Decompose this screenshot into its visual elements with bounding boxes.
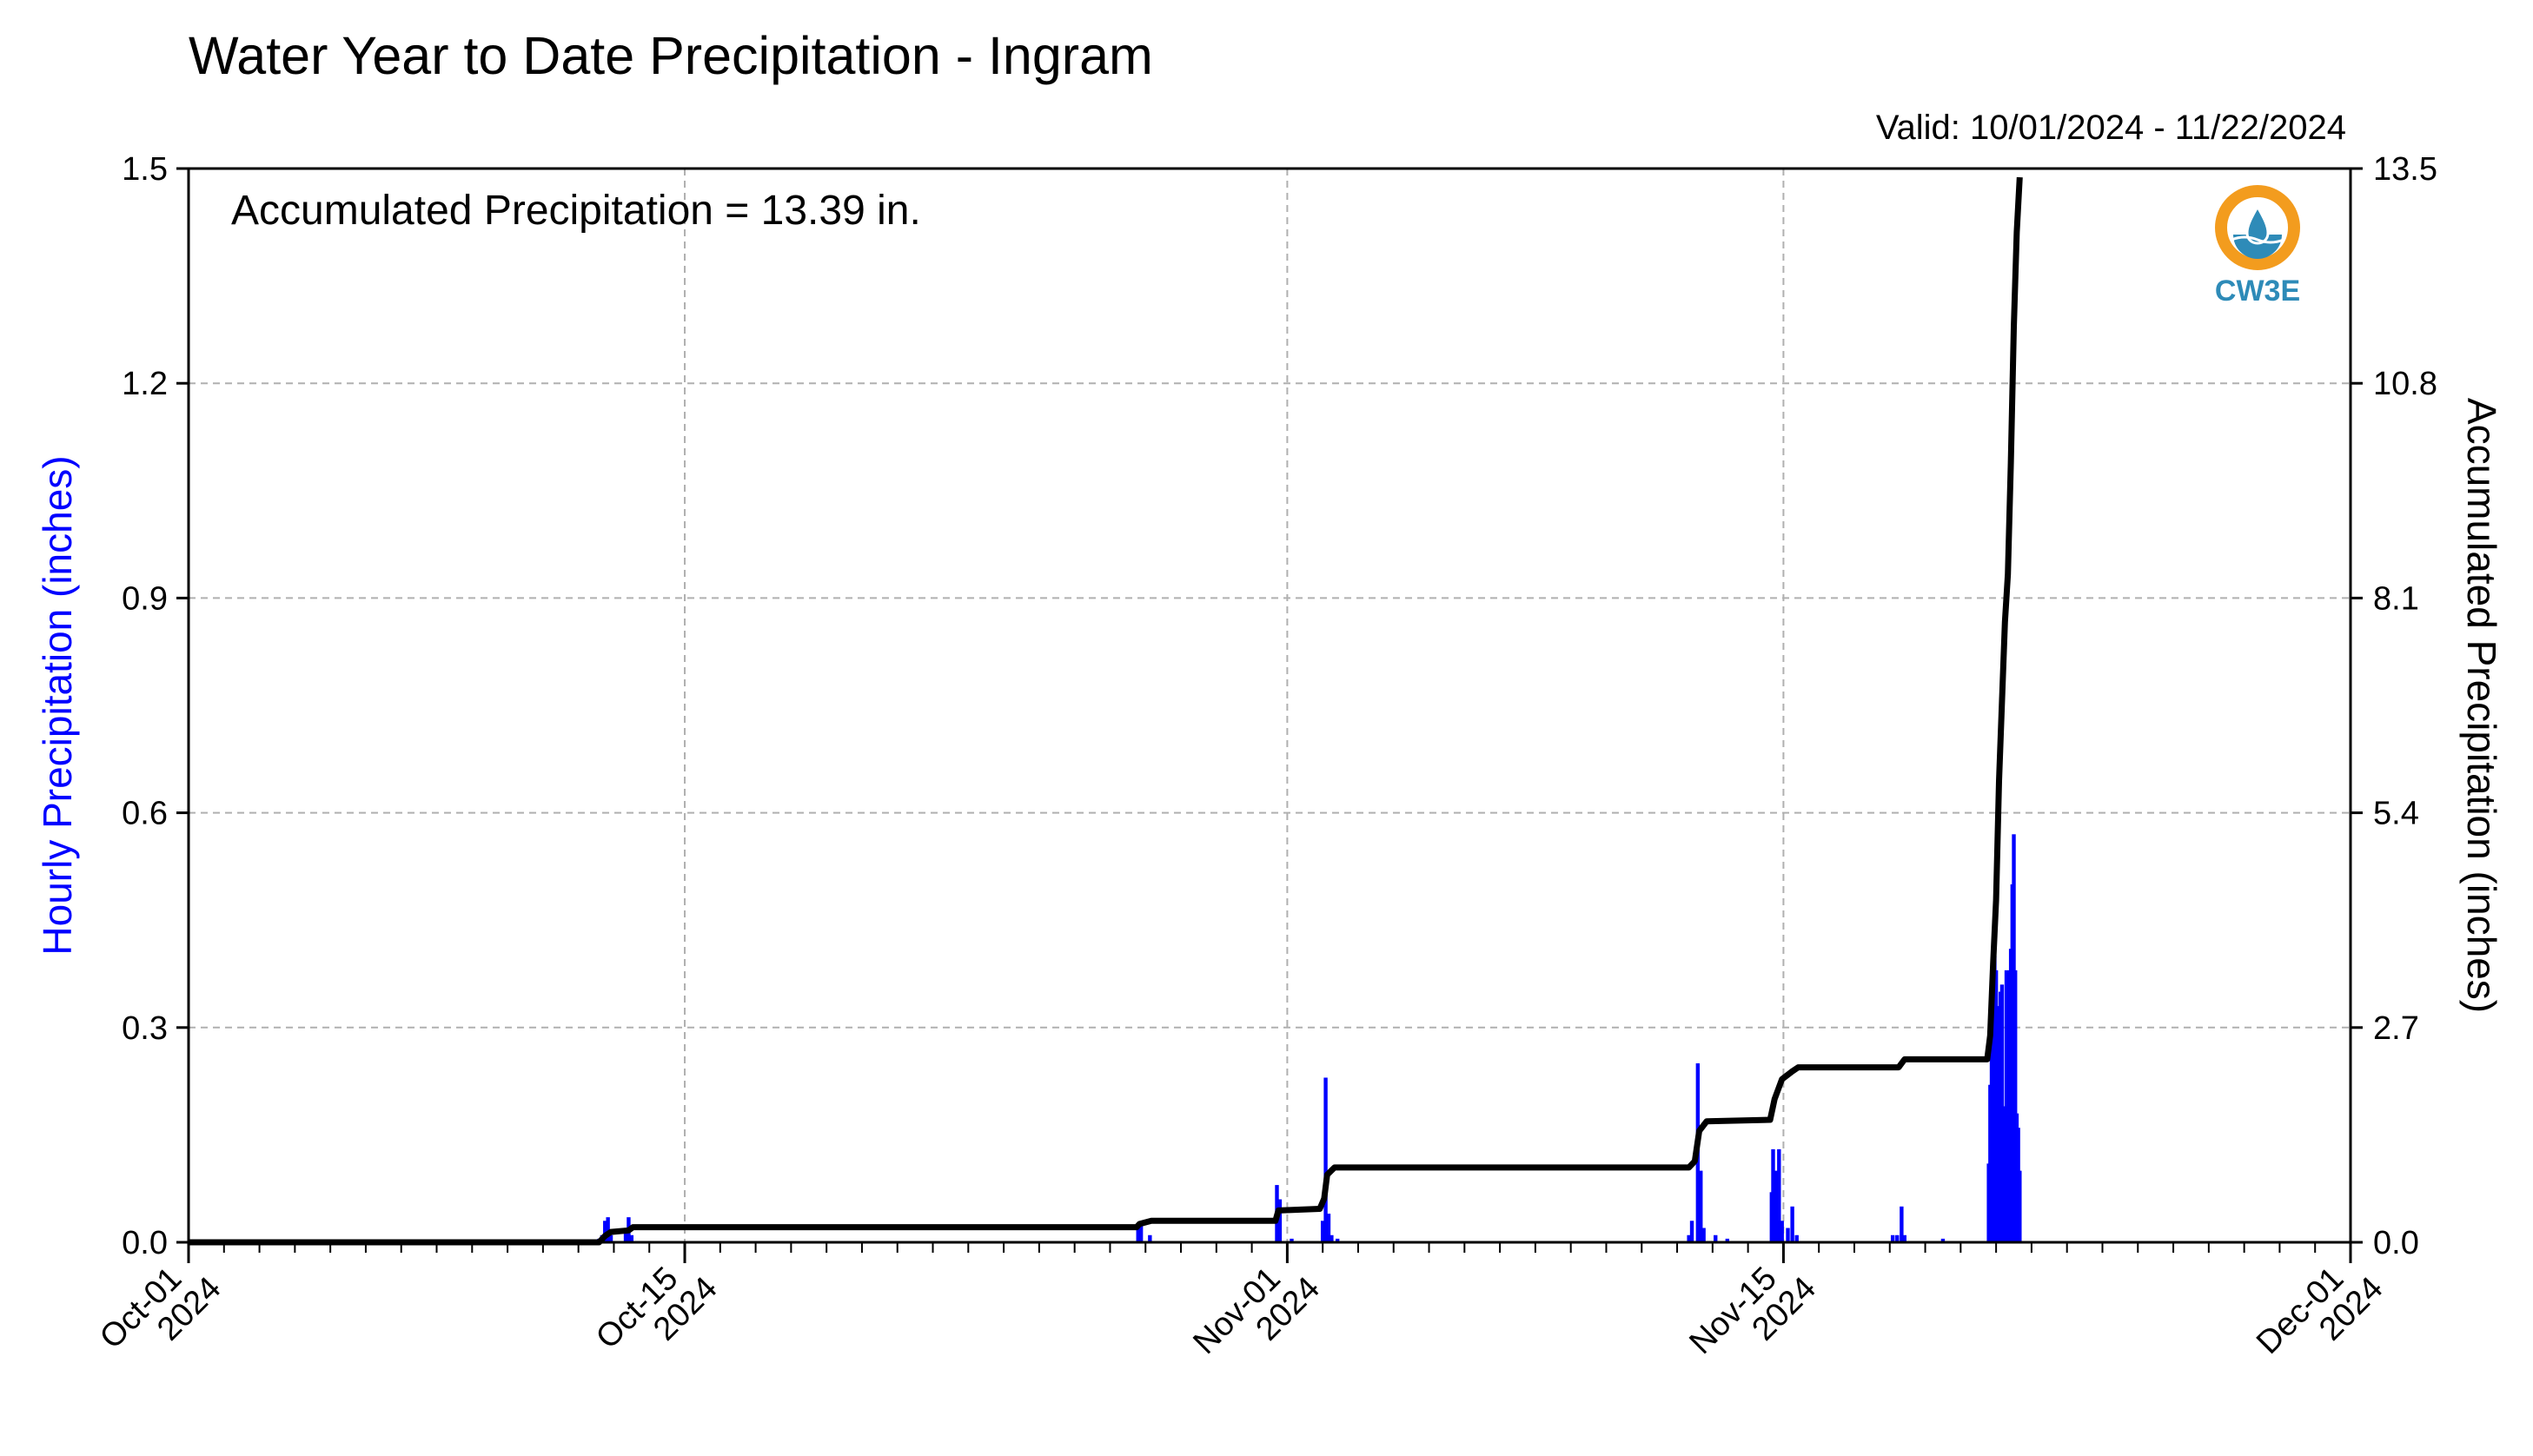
logo-drop-icon [2245,203,2270,245]
y-right-tick-label: 0.0 [2373,1225,2419,1261]
hourly-bar [1790,1206,1794,1242]
hourly-bar [1326,1214,1331,1242]
hourly-bar [2013,970,2018,1242]
hourly-bar [606,1217,610,1242]
y-right-tick-label: 8.1 [2373,580,2419,617]
hourly-bar [623,1228,628,1242]
y-right-tick-label: 13.5 [2373,151,2437,188]
hourly-bar [1900,1206,1904,1242]
hourly-bar [1323,1077,1328,1242]
accumulated-annotation: Accumulated Precipitation = 13.39 in. [231,188,921,234]
y-left-tick-label: 0.6 [122,796,168,832]
y-left-tick-label: 0.3 [122,1010,168,1047]
y-right-tick-label: 2.7 [2373,1010,2419,1047]
y-right-tick-label: 5.4 [2373,796,2419,832]
hourly-bar [1714,1234,1718,1242]
chart-subtitle: Valid: 10/01/2024 - 11/22/2024 [1876,109,2346,147]
hourly-bar [1148,1234,1152,1242]
hourly-bar [1794,1234,1799,1242]
accumulated-precipitation-line [189,176,2023,1246]
hourly-bar [1774,1170,1779,1242]
hourly-bar [2018,1170,2022,1242]
hourly-bar [1136,1228,1140,1242]
y-left-tick-label: 0.9 [122,580,168,617]
hourly-bar [1780,1221,1784,1242]
y-left-tick-label: 1.5 [122,151,168,188]
hourly-bar [1689,1221,1694,1242]
hourly-bar [1902,1234,1906,1242]
cw3e-logo: CW3E [2215,185,2300,308]
y-right-axis-ticks: 0.0 2.7 5.4 8.1 10.8 13.5 [2351,151,2437,1261]
hourly-bar [1699,1170,1703,1242]
hourly-bar [1777,1148,1781,1242]
y-left-axis-ticks: 0.0 0.3 0.6 0.9 1.2 1.5 [122,151,189,1261]
hourly-bar [1138,1224,1144,1242]
hourly-bar [603,1221,607,1242]
hourly-bar [1999,984,2005,1242]
hourly-bar [1320,1221,1325,1242]
hourly-bar [1290,1238,1294,1242]
y-right-axis-label: Accumulated Precipitation (inches) [2459,398,2504,1013]
hourly-precipitation-bars [597,834,2022,1242]
logo-text: CW3E [2215,275,2300,308]
logo-ring-icon [2215,185,2300,270]
chart-title: Water Year to Date Precipitation - Ingra… [189,26,1153,85]
hourly-bar [608,1234,613,1242]
logo-water-icon [2233,235,2282,259]
hourly-bar [1771,1148,1775,1242]
hourly-bar [1335,1238,1340,1242]
hourly-bar [1940,1238,1946,1242]
hourly-bar [1890,1234,1895,1242]
y-left-tick-label: 0.0 [122,1225,168,1261]
hourly-bar [1895,1234,1900,1242]
plot-frame [187,167,2352,1244]
hourly-bar [1786,1228,1790,1242]
hourly-bar [1329,1234,1334,1242]
y-right-tick-label: 10.8 [2373,366,2437,402]
hourly-bar [1277,1199,1283,1242]
y-left-axis-label: Hourly Precipitation (inches) [35,455,80,955]
hourly-bar [1725,1238,1730,1242]
y-left-tick-label: 1.2 [122,366,168,402]
hourly-bar [1687,1234,1691,1242]
hourly-bar [1701,1228,1706,1242]
hourly-bar [629,1234,634,1242]
